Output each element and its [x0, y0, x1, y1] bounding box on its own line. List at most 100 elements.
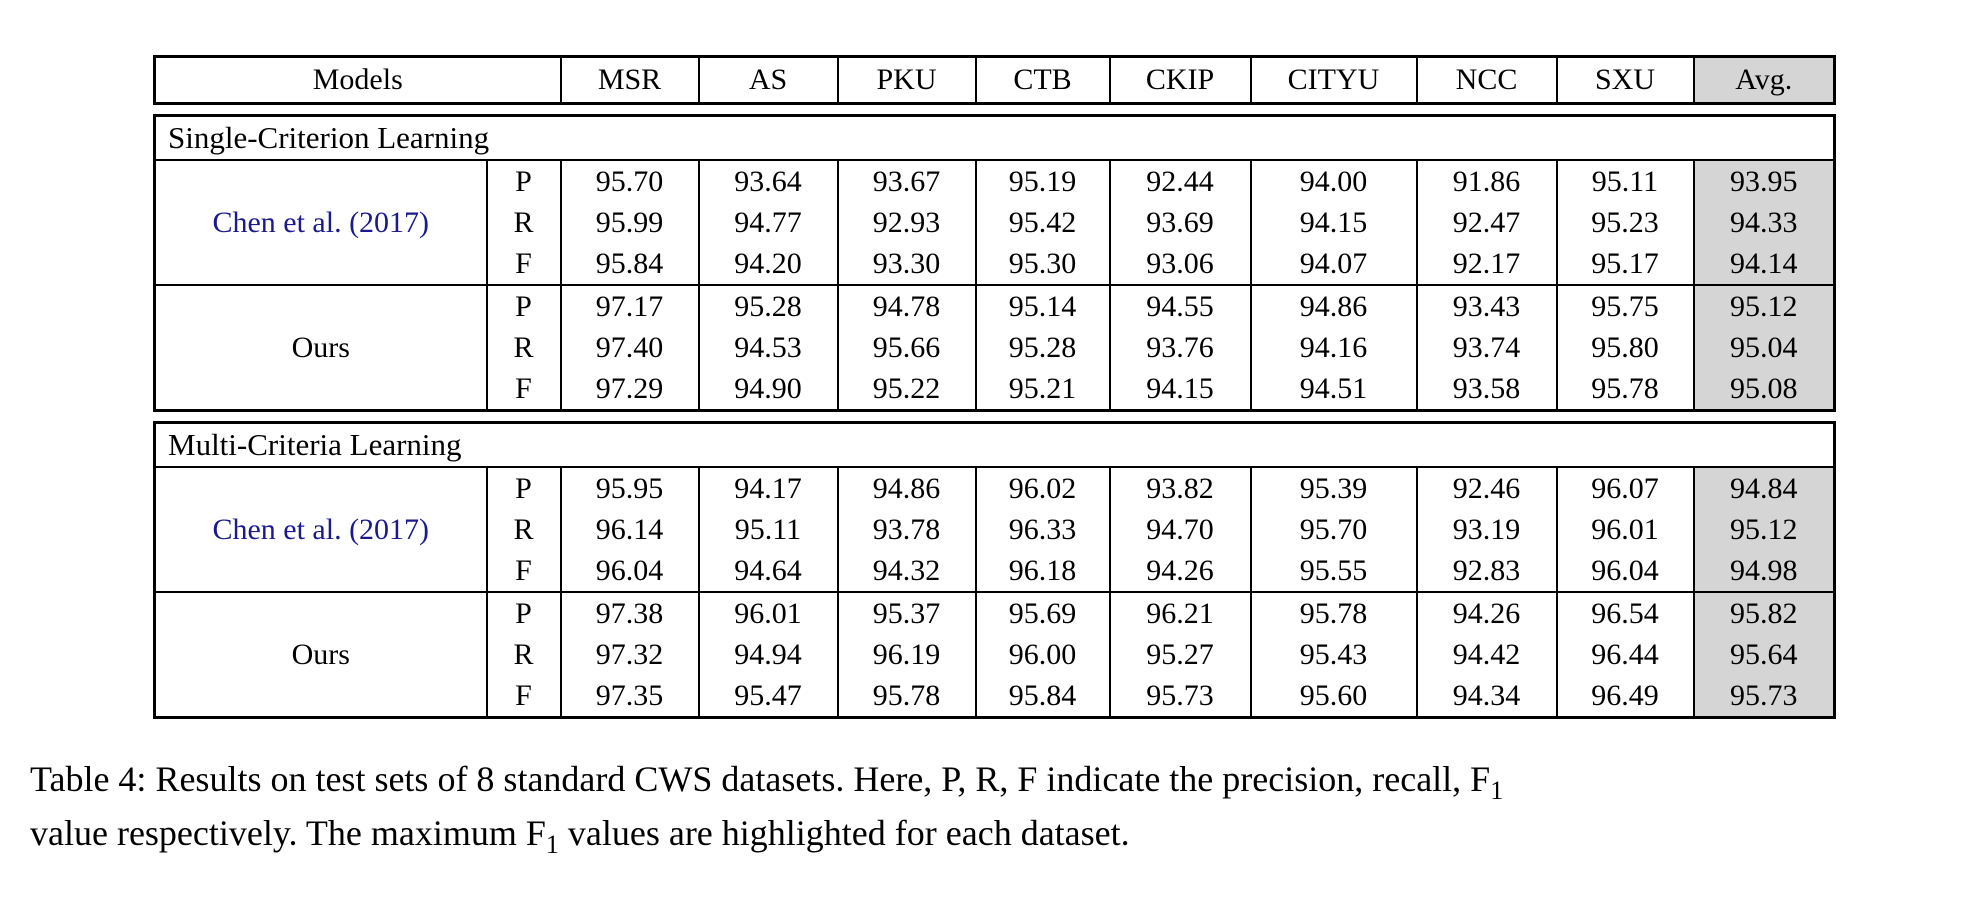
table-caption: Table 4: Results on test sets of 8 stand… [30, 752, 1945, 860]
value-cell: 95.64 [1692, 634, 1835, 675]
value-cell: 93.30 [836, 243, 976, 285]
value-cell: 95.70 [559, 159, 699, 202]
value-cell: 95.21 [974, 368, 1110, 411]
value-cell: 94.32 [836, 550, 976, 592]
value-cell: 94.77 [697, 202, 838, 243]
value-cell: 95.70 [1249, 509, 1417, 550]
value-cell: 94.15 [1249, 202, 1417, 243]
table-row: F 97.35 95.47 95.78 95.84 95.73 95.60 94.34 96.4… [155, 675, 1835, 718]
metric-label: P [485, 284, 561, 327]
section-title-row: Single-Criterion Learning [154, 115, 1835, 161]
table-row: Chen et al. (2017) P 95.95 94.17 94.86 96.02 9… [153, 466, 1835, 592]
value-cell: 94.00 [1249, 159, 1417, 202]
value-cell: 92.17 [1415, 243, 1557, 285]
value-cell: 93.74 [1415, 327, 1557, 368]
column-header-as: AS [697, 56, 838, 104]
value-cell: 95.17 [1555, 243, 1694, 285]
value-cell: 94.42 [1415, 634, 1557, 675]
value-cell: 95.37 [836, 591, 976, 634]
table-row: R 97.32 94.94 96.19 96.00 95.27 95.43 94.42 96.4… [155, 634, 1835, 675]
model-name: Ours [153, 284, 487, 411]
value-cell: 94.64 [697, 550, 838, 592]
value-cell: 93.69 [1108, 202, 1251, 243]
value-cell: 96.44 [1555, 634, 1694, 675]
value-cell: 95.42 [974, 202, 1110, 243]
value-cell: 95.12 [1692, 284, 1835, 327]
value-cell: 95.75 [1555, 284, 1694, 327]
value-cell: 96.54 [1555, 591, 1694, 634]
section-title: Multi-Criteria Learning [154, 422, 1835, 468]
value-cell: 96.14 [559, 509, 699, 550]
section-multi-criteria: Multi-Criteria Learning Chen et al. (2017… [153, 421, 1837, 719]
results-table: Models MSR AS PKU CTB CKIP CITYU NCC SXU… [153, 55, 1839, 728]
value-cell: 96.21 [1108, 591, 1251, 634]
value-cell: 94.16 [1249, 327, 1417, 368]
value-cell: 93.82 [1108, 466, 1251, 509]
table-row: F 95.84 94.20 93.30 95.30 93.06 94.07 92.17 95.1… [155, 243, 1835, 285]
value-cell: 94.70 [1108, 509, 1251, 550]
value-cell: 95.78 [836, 675, 976, 718]
citation-link[interactable]: Chen et al. (2017) [153, 159, 487, 285]
header-row: Models MSR AS PKU CTB CKIP CITYU NCC SXU… [153, 56, 1835, 104]
model-name: Ours [153, 591, 487, 718]
metric-label: F [485, 550, 561, 592]
table-row: F 96.04 94.64 94.32 96.18 94.26 95.55 92.83 96.0… [155, 550, 1835, 592]
value-cell: 94.20 [697, 243, 838, 285]
value-cell: 96.02 [974, 466, 1110, 509]
value-cell: 94.84 [1692, 466, 1835, 509]
citation-link[interactable]: Chen et al. (2017) [153, 466, 487, 592]
metric-label: P [485, 159, 561, 202]
caption-f1-subscript: 1 [1490, 776, 1504, 806]
value-cell: 92.93 [836, 202, 976, 243]
value-cell: 95.30 [974, 243, 1110, 285]
value-cell: 95.12 [1692, 509, 1835, 550]
column-header-pku: PKU [836, 56, 976, 104]
value-cell: 93.95 [1692, 159, 1835, 202]
value-cell: 96.04 [1555, 550, 1694, 592]
metric-label: R [485, 327, 561, 368]
section-single-criterion: Single-Criterion Learning Chen et al. (20… [153, 114, 1837, 412]
value-cell: 93.76 [1108, 327, 1251, 368]
value-cell: 97.38 [559, 591, 699, 634]
column-header-avg: Avg. [1692, 56, 1835, 104]
table-row: R 96.14 95.11 93.78 96.33 94.70 95.70 93.19 96.0… [155, 509, 1835, 550]
value-cell: 95.66 [836, 327, 976, 368]
value-cell: 93.43 [1415, 284, 1557, 327]
value-cell: 95.99 [559, 202, 699, 243]
value-cell: 94.53 [697, 327, 838, 368]
column-header-ncc: NCC [1415, 56, 1557, 104]
value-cell: 95.27 [1108, 634, 1251, 675]
value-cell: 93.19 [1415, 509, 1557, 550]
value-cell: 95.28 [974, 327, 1110, 368]
value-cell: 96.07 [1555, 466, 1694, 509]
value-cell: 93.64 [697, 159, 838, 202]
table-row: F 97.29 94.90 95.22 95.21 94.15 94.51 93.58 95.7… [155, 368, 1835, 411]
caption-f1-subscript: 1 [545, 830, 559, 860]
value-cell: 95.69 [974, 591, 1110, 634]
value-cell: 94.26 [1108, 550, 1251, 592]
value-cell: 94.55 [1108, 284, 1251, 327]
caption-line-1: Table 4: Results on test sets of 8 stand… [30, 759, 1504, 806]
value-cell: 95.47 [697, 675, 838, 718]
value-cell: 94.94 [697, 634, 838, 675]
value-cell: 95.11 [1555, 159, 1694, 202]
value-cell: 93.78 [836, 509, 976, 550]
value-cell: 95.08 [1692, 368, 1835, 411]
value-cell: 94.33 [1692, 202, 1835, 243]
value-cell: 92.83 [1415, 550, 1557, 592]
value-cell: 96.01 [697, 591, 838, 634]
table-row: R 95.99 94.77 92.93 95.42 93.69 94.15 92.47 95.2… [155, 202, 1835, 243]
table-row: Ours P 97.17 95.28 94.78 95.14 94.55 94.86 93.43… [153, 284, 1835, 411]
value-cell: 95.78 [1249, 591, 1417, 634]
value-cell: 96.01 [1555, 509, 1694, 550]
value-cell: 96.00 [974, 634, 1110, 675]
metric-label: R [485, 202, 561, 243]
results-table-header: Models MSR AS PKU CTB CKIP CITYU NCC SXU… [153, 55, 1836, 105]
table-row: R 97.40 94.53 95.66 95.28 93.76 94.16 93.74 95.8… [155, 327, 1835, 368]
value-cell: 95.28 [697, 284, 838, 327]
value-cell: 94.98 [1692, 550, 1835, 592]
value-cell: 95.55 [1249, 550, 1417, 592]
value-cell: 97.32 [559, 634, 699, 675]
value-cell: 96.19 [836, 634, 976, 675]
